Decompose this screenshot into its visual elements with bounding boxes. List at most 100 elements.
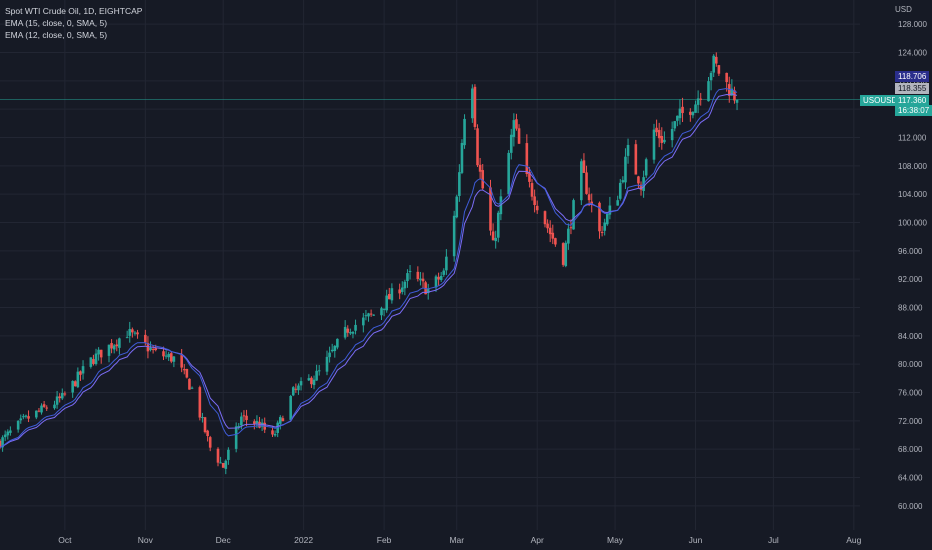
candle-body [660, 136, 664, 143]
candle-body [307, 378, 311, 381]
candle-body [325, 356, 329, 372]
time-tick-label: Dec [216, 535, 232, 545]
candle-body [364, 315, 368, 317]
price-tag-last: 117.360 [895, 95, 930, 106]
candle-body [580, 161, 583, 201]
candle-body [424, 282, 427, 295]
candle-body [463, 118, 466, 146]
candle-body [188, 378, 191, 390]
candle-body [203, 417, 207, 433]
candle-body [561, 243, 565, 265]
grid-layer [0, 0, 860, 530]
candle-body [112, 345, 116, 350]
candle-body [515, 119, 518, 129]
time-tick-label: Jul [768, 535, 779, 545]
candle-body [208, 437, 212, 448]
candle-body [572, 200, 575, 230]
candle-body [162, 351, 165, 357]
price-tick-label: 60.000 [898, 502, 923, 511]
candle-body [694, 104, 697, 113]
candle-body [346, 328, 350, 333]
candle-body [624, 156, 627, 183]
candle-body [312, 379, 316, 386]
candle-body [689, 111, 692, 115]
candle-body [198, 387, 202, 418]
candle-body [133, 332, 137, 334]
candle-body [587, 194, 591, 201]
legend-ema12[interactable]: EMA (12, close, 0, SMA, 5) [5, 30, 108, 40]
candle-body [478, 164, 482, 172]
candle-body [530, 183, 534, 197]
candle-body [445, 256, 448, 271]
candle-body [416, 271, 420, 279]
candle-body [167, 353, 170, 358]
candle-body [149, 347, 152, 351]
candle-body [725, 72, 728, 83]
time-tick-label: Aug [846, 535, 861, 545]
candle-body [605, 213, 609, 225]
candle-body [92, 359, 95, 364]
candle-body [169, 353, 173, 362]
candle-body [227, 449, 230, 460]
price-tick-label: 76.000 [898, 389, 923, 398]
candle-body [382, 308, 386, 310]
candle-body [273, 433, 277, 436]
candle-body [535, 205, 539, 211]
candle-body [673, 121, 677, 129]
candle-body [455, 196, 459, 218]
price-tick-label: 108.000 [898, 162, 927, 171]
candle-body [408, 271, 412, 273]
candle-body [554, 238, 557, 245]
candle-body [655, 127, 658, 133]
candle-body [460, 142, 464, 173]
time-tick-label: Oct [58, 535, 72, 545]
candle-layer [0, 52, 739, 475]
candle-body [118, 338, 121, 348]
candle-body [696, 98, 700, 105]
candle-body [297, 385, 300, 391]
price-tick-label: 64.000 [898, 474, 923, 483]
candle-body [616, 200, 619, 206]
candle-body [494, 237, 497, 242]
candle-body [234, 426, 238, 449]
candle-body [253, 421, 256, 424]
candle-body [221, 462, 225, 468]
candle-body [600, 231, 604, 233]
candle-body [216, 448, 220, 463]
candle-body [567, 228, 570, 244]
candle-body [634, 144, 638, 175]
candle-body [291, 387, 295, 396]
candle-body [172, 356, 176, 362]
candle-body [73, 381, 77, 387]
candle-body [185, 368, 189, 378]
candle-body [691, 111, 695, 116]
candle-body [317, 370, 321, 372]
candle-body [585, 172, 588, 194]
price-tick-label: 124.000 [898, 49, 927, 58]
candle-body [473, 86, 477, 127]
candle-body [245, 415, 248, 421]
candle-body [678, 108, 682, 119]
candle-body [564, 242, 568, 267]
candle-body [40, 405, 43, 413]
ema15-line [0, 93, 738, 448]
candle-body [71, 380, 74, 393]
candle-body [35, 410, 38, 418]
time-axis[interactable]: Oct Nov Dec 2022 Feb Mar Apr May Jun Jul Aug [58, 535, 861, 545]
candle-body [351, 331, 355, 334]
candle-body [6, 431, 10, 436]
price-tick-label: 84.000 [898, 332, 923, 341]
candle-body [507, 152, 510, 195]
candle-body [299, 381, 303, 386]
candle-body [22, 416, 25, 418]
legend-ema15[interactable]: EMA (15, close, 0, SMA, 5) [5, 18, 108, 28]
candle-body [53, 404, 56, 409]
candle-body [372, 314, 376, 316]
candle-body [528, 172, 531, 182]
candle-body [637, 176, 640, 184]
legend-symbol[interactable]: Spot WTI Crude Oil, 1D, EIGHTCAP [5, 6, 143, 16]
candle-body [336, 338, 339, 348]
candle-body [242, 415, 246, 417]
